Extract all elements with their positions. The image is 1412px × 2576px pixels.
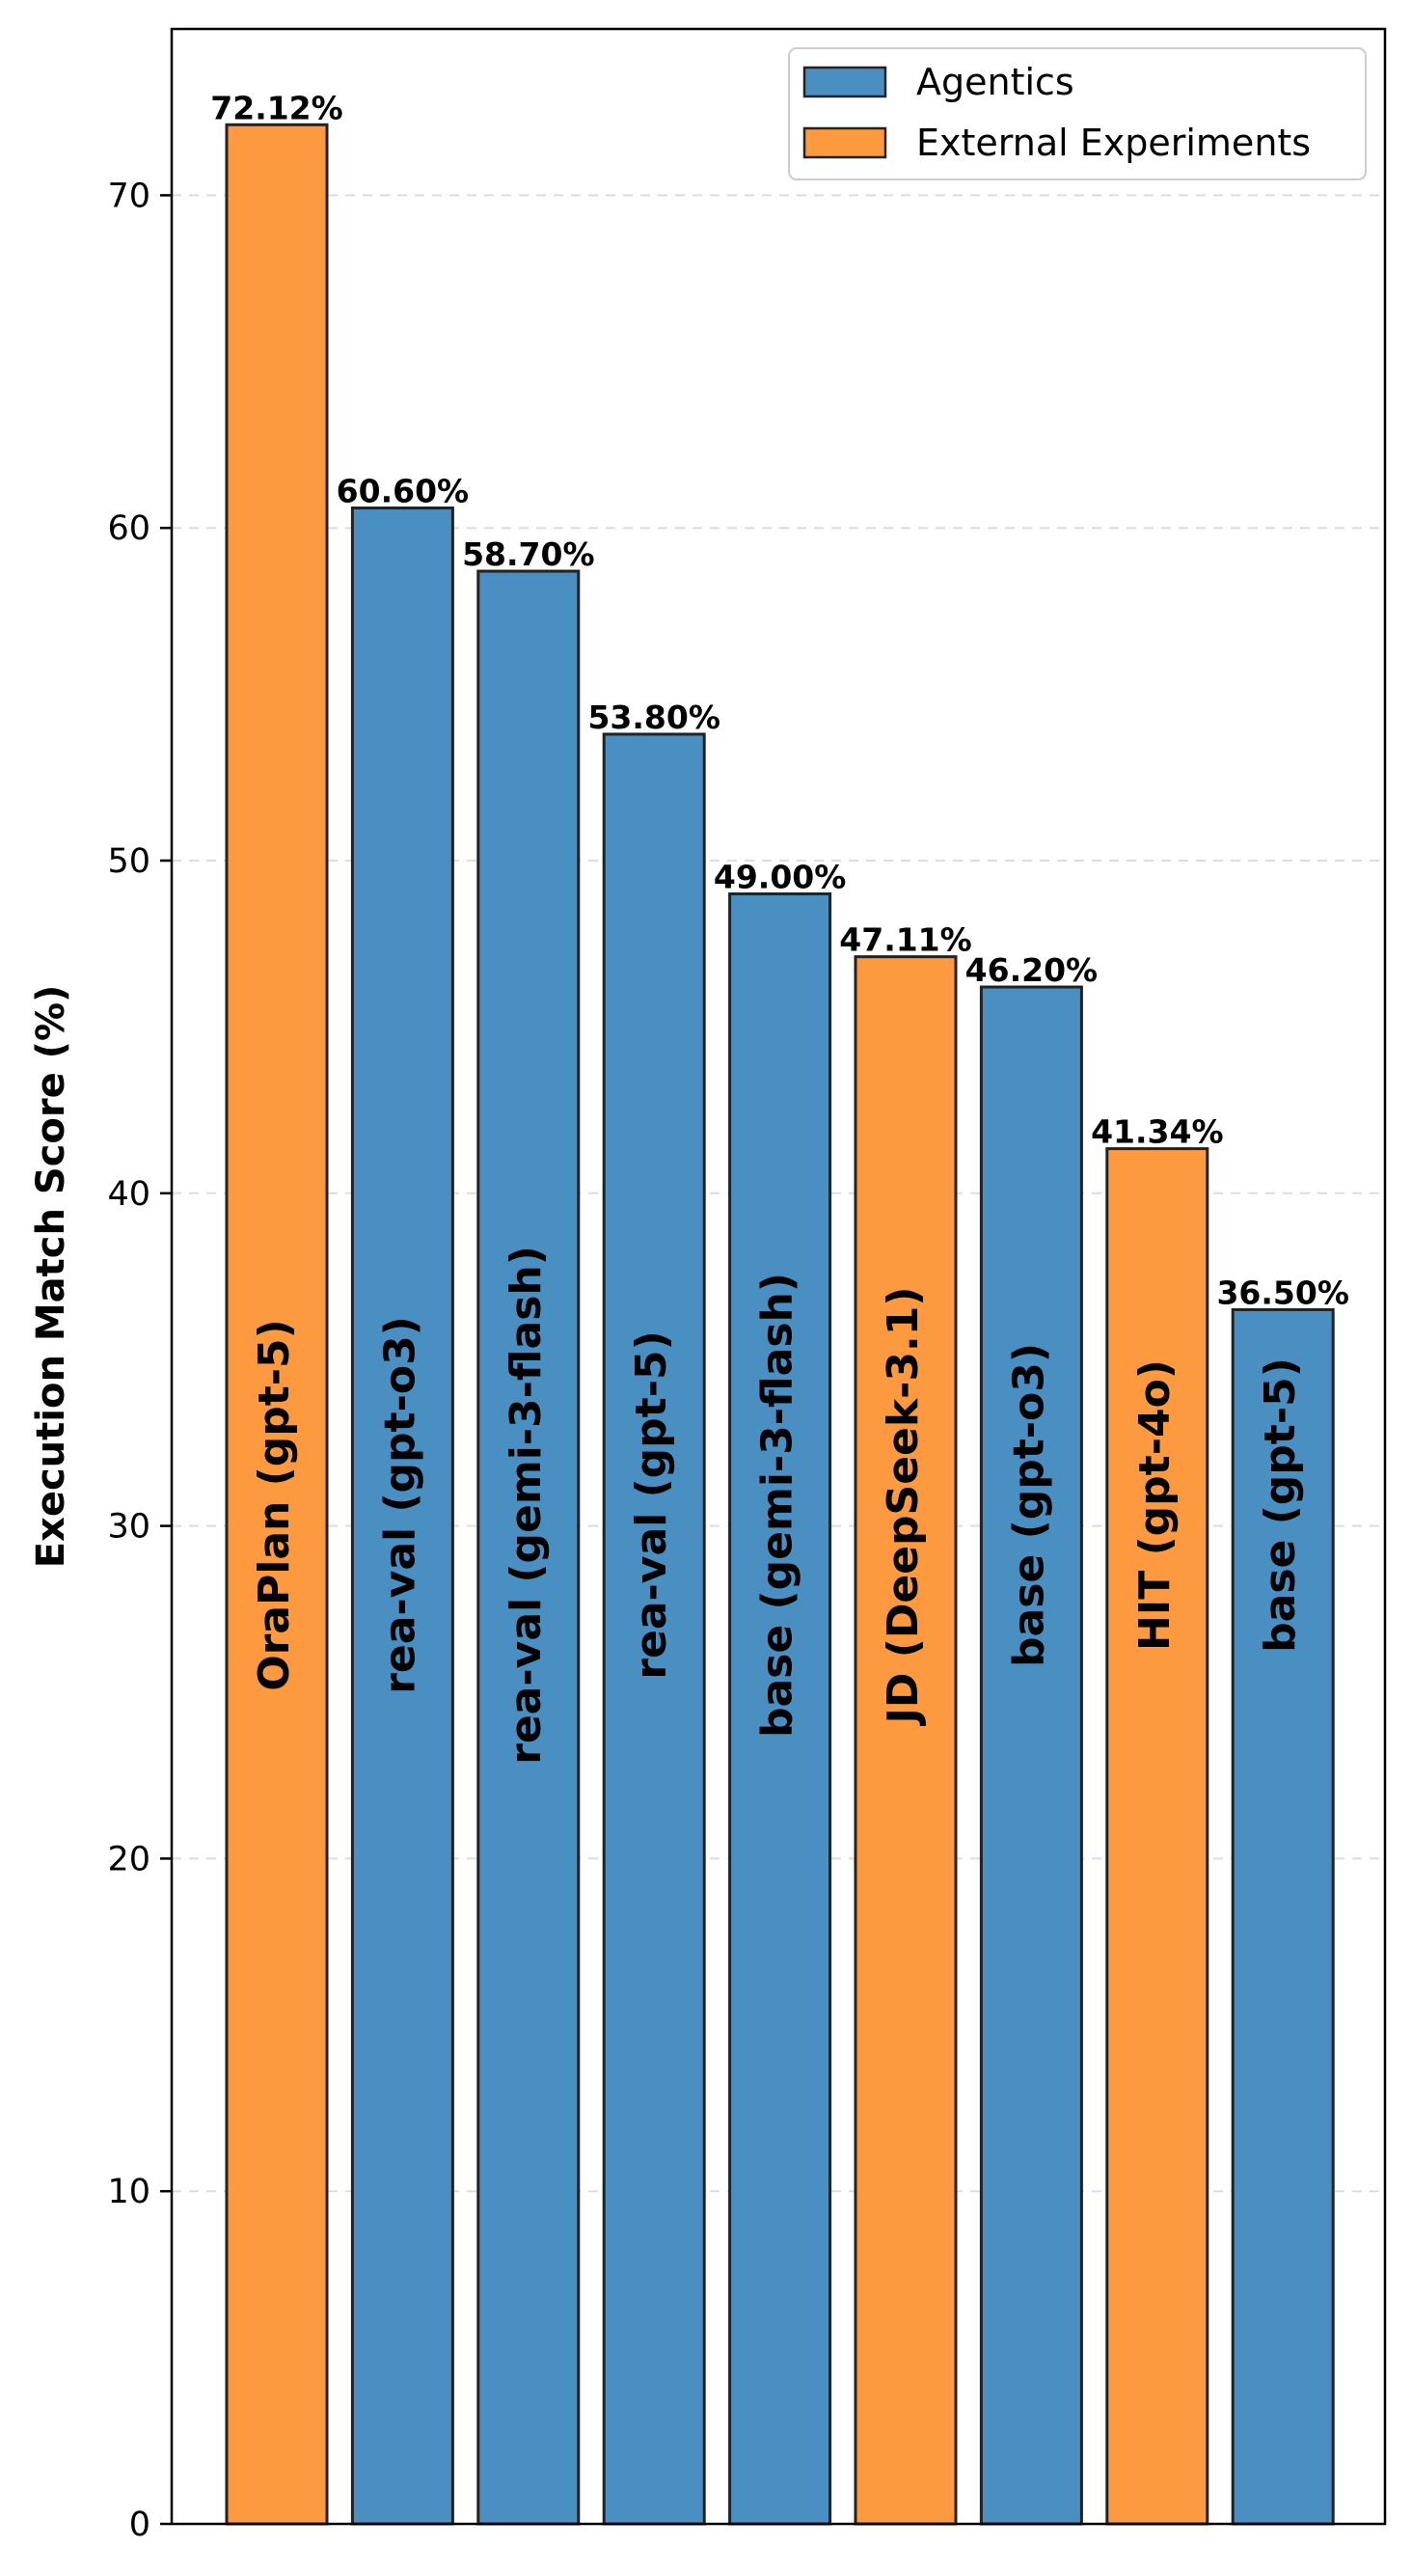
y-tick-label: 70 (107, 177, 150, 215)
y-tick-label: 30 (107, 1508, 150, 1547)
bar-value-label: 58.70% (462, 535, 594, 573)
bar-value-label: 47.11% (839, 921, 971, 959)
legend-swatch-agentics (802, 66, 887, 98)
bar-category-label: base (gpt-o3) (1004, 1343, 1053, 1667)
bar-category-label: base (gpt-5) (1256, 1357, 1305, 1653)
bar-value-label: 72.12% (210, 89, 342, 126)
y-axis-ticks: 0 10 20 30 40 50 60 70 (107, 177, 172, 2544)
y-tick-label: 60 (107, 509, 150, 548)
bar (225, 123, 329, 2526)
y-tick-label: 20 (107, 1840, 150, 1878)
bar (1105, 1147, 1209, 2526)
bar (602, 732, 706, 2526)
bar-value-label: 49.00% (714, 858, 846, 895)
y-tick-label: 0 (129, 2506, 150, 2544)
bar (728, 891, 832, 2526)
legend-label-agentics: Agentics (916, 61, 1074, 103)
y-axis-label: Execution Match Score (%) (29, 985, 73, 1569)
bar (476, 569, 581, 2526)
bar-category-label: rea-val (gpt-5) (627, 1330, 676, 1679)
bar-value-label: 46.20% (965, 951, 1098, 989)
bar-value-label: 41.34% (1091, 1113, 1223, 1151)
bar-category-label: JD (DeepSeek-3.1) (879, 1287, 928, 1727)
y-tick-label: 10 (107, 2173, 150, 2211)
bar-category-label: OraPlan (gpt-5) (250, 1319, 299, 1691)
legend-swatch-external (802, 126, 887, 159)
bar-category-label: base (gemi-3-flash) (753, 1273, 802, 1738)
legend-box (788, 47, 1367, 180)
y-tick-label: 50 (107, 842, 150, 881)
bar (979, 985, 1083, 2526)
bar-category-label: rea-val (gpt-o3) (375, 1316, 424, 1694)
y-tick-label: 40 (107, 1175, 150, 1214)
bar (350, 507, 454, 2526)
bar-category-label: rea-val (gemi-3-flash) (502, 1246, 551, 1765)
bar (1231, 1307, 1335, 2526)
bar (854, 955, 958, 2526)
legend: Agentics External Experiments (788, 47, 1367, 180)
legend-label-external: External Experiments (916, 122, 1311, 164)
bars: 72.12% OraPlan (gpt-5) 60.60% rea-val (gpt-… (210, 89, 1349, 2526)
axes: Execution Match Score (%) (29, 27, 1387, 2526)
bar-category-label: HIT (gpt-4o) (1130, 1359, 1180, 1651)
plot-frame (170, 27, 1387, 2526)
bar-value-label: 60.60% (337, 473, 469, 510)
bar-value-label: 53.80% (587, 699, 720, 736)
bar-value-label: 36.50% (1216, 1274, 1348, 1311)
